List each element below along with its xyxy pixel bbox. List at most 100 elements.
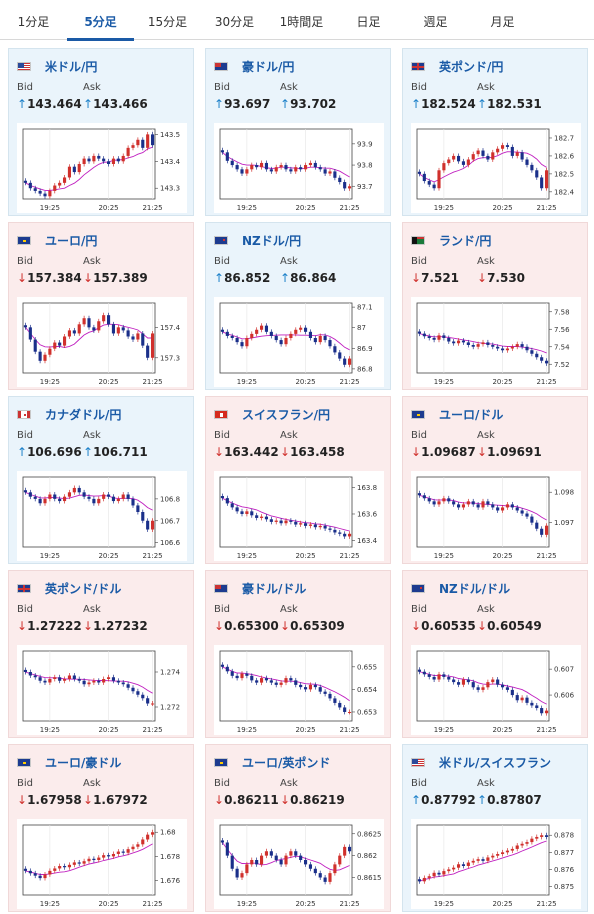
- pair-name-link[interactable]: ユーロ/豪ドル: [45, 755, 122, 770]
- price-chart[interactable]: 19:25 20:25 21:25 87.1 87 86.9 86.8: [214, 297, 384, 387]
- candle-body: [417, 171, 422, 174]
- tab-0[interactable]: 1分足: [17, 15, 50, 29]
- ask-label: Ask: [280, 604, 298, 615]
- candle-body: [447, 159, 451, 164]
- bid-value: ↑143.464: [17, 97, 82, 111]
- price-chart[interactable]: 19:25 20:25 21:25 1.274 1.272: [17, 645, 187, 735]
- price-chart[interactable]: 19:25 20:25 21:25 0.8625 0.862 0.8615: [214, 819, 384, 909]
- tab-1[interactable]: 5分足: [67, 0, 134, 41]
- x-tick-label: 20:25: [492, 726, 512, 734]
- candle-body: [452, 679, 456, 683]
- currency-card[interactable]: NZドル/ドル Bid Ask ↓0.60535 ↓0.60549 19:25 2…: [402, 570, 588, 738]
- currency-card[interactable]: カナダドル/円 Bid Ask ↑106.696 ↑106.711 19:25 2…: [8, 396, 194, 564]
- pair-name-link[interactable]: 米ドル/円: [45, 59, 98, 74]
- candle-body: [33, 339, 37, 352]
- bid-value: ↑93.697: [214, 97, 270, 111]
- y-tick-label: 1.274: [160, 669, 181, 677]
- x-tick-label: 19:25: [40, 726, 60, 734]
- candle-body: [102, 315, 106, 322]
- pair-name-link[interactable]: ユーロ/円: [45, 233, 98, 248]
- pair-name-link[interactable]: ユーロ/ドル: [439, 407, 504, 422]
- candle-body: [427, 336, 431, 338]
- candle-body: [43, 874, 47, 879]
- price-chart[interactable]: 19:25 20:25 21:25 157.4 157.3: [17, 297, 187, 387]
- pair-name-link[interactable]: ユーロ/英ポンド: [242, 755, 331, 770]
- pair-name-link[interactable]: 英ポンド/ドル: [45, 581, 122, 596]
- pair-name-link[interactable]: 米ドル/スイスフラン: [439, 755, 552, 770]
- price-chart[interactable]: 19:25 20:25 21:25 1.098 1.097: [411, 471, 581, 561]
- currency-card[interactable]: 英ポンド/ドル Bid Ask ↓1.27222 ↓1.27232 19:25 2…: [8, 570, 194, 738]
- candle-body: [471, 501, 475, 505]
- currency-card[interactable]: 豪ドル/円 Bid Ask ↑93.697 ↑93.702 19:25 20:25…: [205, 48, 391, 216]
- currency-card[interactable]: 豪ドル/ドル Bid Ask ↓0.65300 ↓0.65309 19:25 20…: [205, 570, 391, 738]
- pair-name-link[interactable]: 豪ドル/ドル: [242, 581, 307, 596]
- candle-body: [131, 145, 135, 148]
- candle-body: [333, 171, 337, 178]
- candle-body: [235, 675, 239, 679]
- price-chart[interactable]: 19:25 20:25 21:25 7.58 7.56 7.54 7.52: [411, 297, 581, 387]
- candle-body: [269, 519, 273, 522]
- currency-card[interactable]: NZドル/円 Bid Ask ↑86.852 ↑86.864 19:25 20:2…: [205, 222, 391, 390]
- x-tick-label: 21:25: [536, 552, 556, 560]
- candle-body: [427, 498, 431, 502]
- currency-card[interactable]: ユーロ/英ポンド Bid Ask ↓0.86211 ↓0.86219 19:25…: [205, 744, 391, 912]
- chart-svg: 19:25 20:25 21:25 143.5 143.4 143.3: [22, 128, 181, 212]
- candle-body: [116, 498, 120, 502]
- chart-svg: 19:25 20:25 21:25 0.607 0.606: [416, 650, 575, 734]
- candle-body: [466, 159, 470, 165]
- pair-name-link[interactable]: スイスフラン/円: [242, 407, 331, 422]
- candle-body: [427, 876, 431, 878]
- currency-card[interactable]: 米ドル/スイスフラン Bid Ask ↑0.87792 ↑0.87807 19:…: [402, 744, 588, 912]
- bid-price: 86.852: [224, 271, 271, 285]
- candle-body: [53, 494, 57, 499]
- currency-card[interactable]: 米ドル/円 Bid Ask ↑143.464 ↑143.466 19:25 20:…: [8, 48, 194, 216]
- price-chart[interactable]: 19:25 20:25 21:25 163.8 163.6 163.4: [214, 471, 384, 561]
- pair-name-link[interactable]: NZドル/円: [242, 233, 302, 248]
- price-chart[interactable]: 19:25 20:25 21:25 0.655 0.654 0.653: [214, 645, 384, 735]
- price-chart[interactable]: 19:25 20:25 21:25 106.8 106.7 106.6: [17, 471, 187, 561]
- pair-name-link[interactable]: カナダドル/円: [45, 407, 122, 422]
- price-chart[interactable]: 19:25 20:25 21:25 93.9 93.8 93.7: [214, 123, 384, 213]
- gb-us-flag: [17, 583, 31, 593]
- price-chart[interactable]: 19:25 20:25 21:25 0.878 0.877 0.876 0.875: [411, 819, 581, 909]
- candle-body: [471, 345, 475, 347]
- tab-6[interactable]: 週足: [423, 15, 448, 29]
- pair-name-link[interactable]: 英ポンド/円: [439, 59, 504, 74]
- x-tick-label: 21:25: [339, 378, 359, 386]
- candle-body: [303, 523, 308, 526]
- currency-card[interactable]: ユーロ/円 Bid Ask ↓157.384 ↓157.389 19:25 20:…: [8, 222, 194, 390]
- pair-name-link[interactable]: 豪ドル/円: [242, 59, 295, 74]
- y-tick-label: 0.876: [554, 866, 575, 874]
- candle-body: [230, 671, 234, 676]
- candle-body: [323, 525, 327, 529]
- tab-5[interactable]: 日足: [356, 15, 381, 29]
- candle-body: [259, 325, 264, 330]
- price-chart[interactable]: 19:25 20:25 21:25 143.5 143.4 143.3: [17, 123, 187, 213]
- currency-card[interactable]: ランド/円 Bid Ask ↓7.521 ↓7.530 19:25 20:25 21…: [402, 222, 588, 390]
- candle-body: [303, 687, 308, 690]
- chart-svg: 19:25 20:25 21:25 7.58 7.56 7.54 7.52: [416, 302, 570, 386]
- currency-card[interactable]: 英ポンド/円 Bid Ask ↑182.524 ↑182.531 19:25 20…: [402, 48, 588, 216]
- currency-card[interactable]: スイスフラン/円 Bid Ask ↓163.442 ↓163.458 19:25…: [205, 396, 391, 564]
- tab-4[interactable]: 1時間足: [279, 15, 324, 29]
- ask-value: ↑106.711: [83, 445, 148, 459]
- candle-body: [432, 338, 436, 340]
- currency-card[interactable]: ユーロ/ドル Bid Ask ↓1.09687 ↓1.09691 19:25 20…: [402, 396, 588, 564]
- candle-body: [121, 682, 125, 685]
- candle-body: [77, 324, 81, 334]
- price-chart[interactable]: 19:25 20:25 21:25 0.607 0.606: [411, 645, 581, 735]
- currency-card[interactable]: ユーロ/豪ドル Bid Ask ↓1.67958 ↓1.67972 19:25 2…: [8, 744, 194, 912]
- us-flag: [17, 61, 31, 71]
- tab-3[interactable]: 30分足: [214, 15, 255, 29]
- pair-name-link[interactable]: NZドル/ドル: [439, 581, 511, 596]
- tab-2[interactable]: 15分足: [147, 15, 188, 29]
- candle-body: [255, 515, 259, 518]
- price-chart[interactable]: 19:25 20:25 21:25 1.68 1.678 1.676: [17, 819, 187, 909]
- tab-7[interactable]: 月足: [490, 15, 515, 29]
- price-chart[interactable]: 19:25 20:25 21:25 182.7 182.6 182.5 182.4: [411, 123, 581, 213]
- candle-body: [284, 855, 288, 865]
- candle-body: [77, 679, 81, 681]
- pair-name-link[interactable]: ランド/円: [439, 233, 492, 248]
- candle-body: [141, 839, 145, 845]
- arrow-up-icon: ↑: [17, 97, 28, 111]
